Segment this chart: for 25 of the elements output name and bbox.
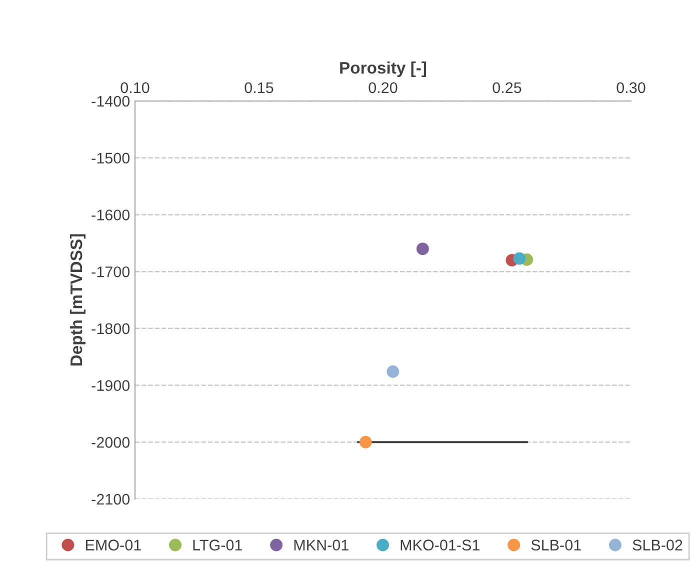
legend-label: EMO-01: [86, 540, 141, 550]
legend-label: MKN-01: [294, 540, 348, 550]
legend-label: LTG-01: [193, 540, 242, 550]
x-tick-label: 0.10: [120, 82, 150, 94]
y-tick-label: -2000: [92, 437, 130, 448]
x-axis-title: Porosity [-]: [340, 61, 426, 78]
point: [386, 365, 400, 378]
legend-label: SLB-01: [531, 540, 581, 550]
x-tick-label: 0.15: [244, 82, 274, 94]
point: [359, 436, 372, 448]
y-tick-label: -2100: [92, 494, 130, 505]
y-axis-title: Depth [mTVDSS]: [70, 234, 86, 366]
x-tick-label: 0.20: [368, 82, 398, 94]
y-tick-label: -1500: [92, 152, 130, 164]
point: [513, 252, 526, 265]
y-tick-label: -1600: [92, 210, 130, 220]
y-tick-label: -1700: [92, 266, 130, 278]
y-tick-label: -1900: [92, 380, 130, 391]
legend-label: SLB-02: [632, 540, 682, 550]
x-tick-label: 0.30: [616, 82, 646, 94]
y-tick-label: -1400: [92, 96, 130, 107]
x-tick-label: 0.25: [492, 82, 522, 94]
legend-label: MKO-01-S1: [400, 540, 480, 550]
point: [416, 242, 429, 256]
y-tick-label: -1800: [92, 323, 130, 334]
